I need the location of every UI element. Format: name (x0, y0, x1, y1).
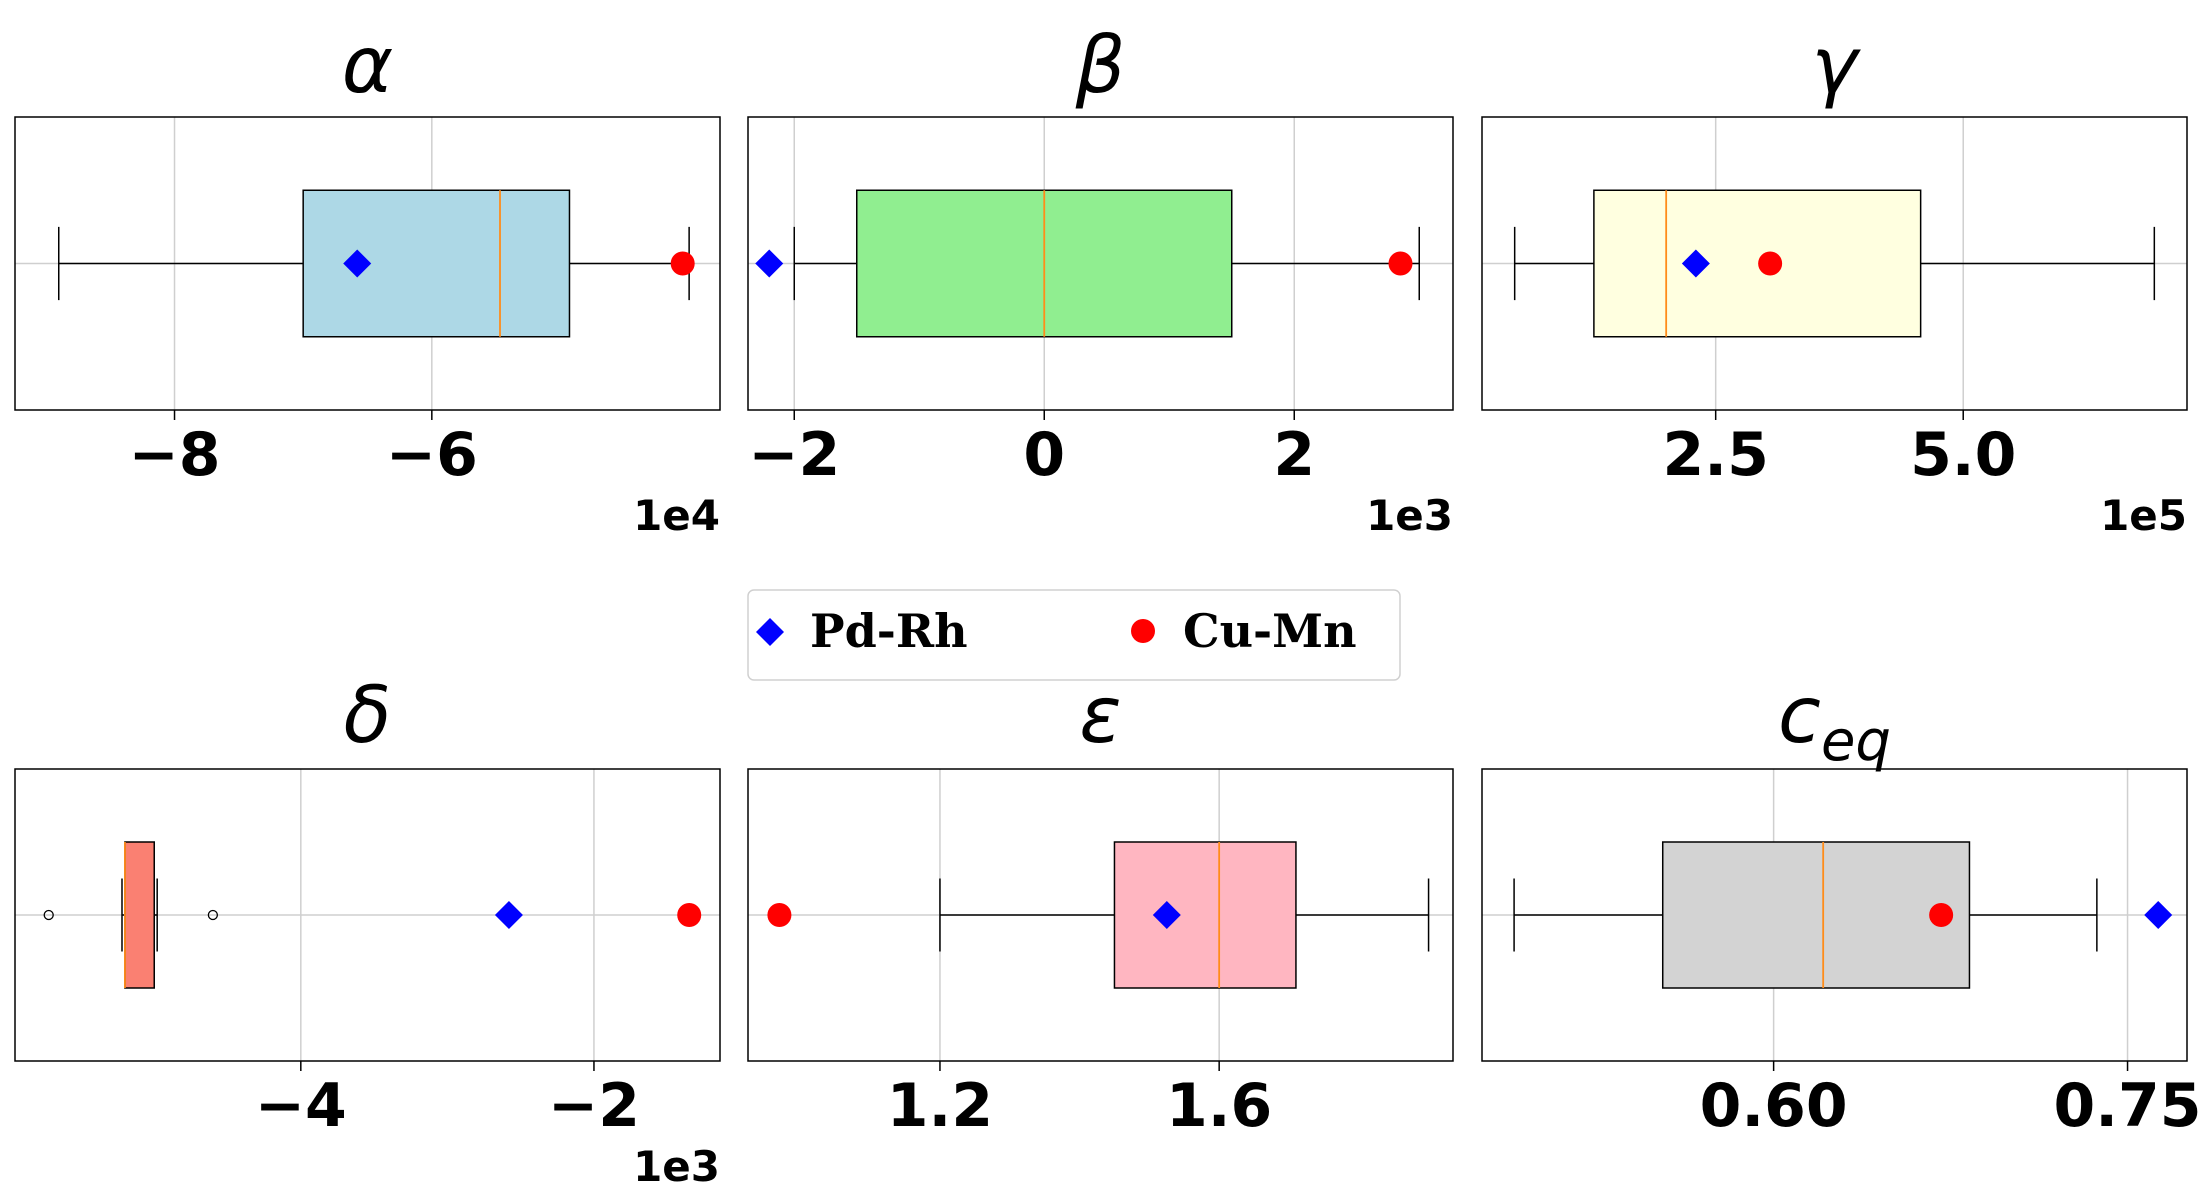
legend-cu-mn-marker (1131, 619, 1155, 643)
axes-frame (14, 116, 721, 411)
x-tick-label: 0.60 (1700, 1071, 1848, 1141)
pd-rh-marker (1681, 249, 1710, 278)
axes-frame (747, 768, 1454, 1062)
box (124, 841, 155, 989)
outlier-point (207, 909, 219, 921)
pd-rh-marker (755, 249, 784, 278)
box (1661, 841, 1971, 989)
axis-offset-text: 1e5 (2100, 491, 2187, 540)
x-tick-label: −2 (548, 1071, 640, 1141)
subplot-5: 1.2 1.6 ε (747, 671, 1454, 1141)
box (1113, 841, 1297, 989)
cu-mn-marker (1929, 903, 1954, 927)
axis-offset-text: 1e4 (633, 491, 720, 540)
subplot-title: ceq (1778, 671, 1891, 774)
subplot-title: β (1075, 21, 1126, 111)
x-tick-label: −8 (129, 420, 221, 490)
cu-mn-marker (1758, 251, 1783, 276)
cu-mn-marker (1388, 251, 1413, 276)
legend: Pd-Rh Cu-Mn (747, 589, 1401, 681)
box (302, 189, 571, 338)
axes-frame (1481, 768, 2188, 1062)
x-tick-label: 2 (1273, 420, 1315, 490)
subplot-2: −2 0 2 1e3 β (747, 21, 1454, 540)
cu-mn-marker (670, 251, 695, 276)
legend-pd-rh-marker (756, 618, 784, 646)
legend-frame (747, 589, 1401, 681)
subplot-title: δ (344, 671, 392, 761)
subplot-6: 0.60 0.75 ceq (1481, 671, 2200, 1141)
axis-offset-text: 1e3 (1366, 491, 1453, 540)
subplot-1: −8 −6 1e4 α (14, 21, 721, 540)
axes-frame (14, 768, 721, 1062)
pd-rh-marker (1152, 901, 1181, 929)
x-tick-label: 1.2 (887, 1071, 993, 1141)
cu-mn-marker (767, 903, 792, 927)
legend-pd-rh-label: Pd-Rh (810, 604, 968, 658)
pd-rh-marker (2144, 901, 2173, 929)
x-tick-label: −6 (386, 420, 478, 490)
x-tick-label: 5.0 (1910, 420, 2016, 490)
x-tick-label: −4 (255, 1071, 347, 1141)
x-tick-label: −2 (748, 420, 840, 490)
cu-mn-marker (677, 903, 702, 927)
axes-frame (1481, 116, 2188, 411)
subplot-3: 2.5 5.0 1e5 γ (1481, 21, 2188, 540)
pd-rh-marker (494, 901, 523, 929)
subplot-title: ε (1079, 671, 1121, 761)
subplot-title: α (342, 21, 393, 111)
outlier-point (43, 909, 54, 921)
x-tick-label: 1.6 (1166, 1071, 1272, 1141)
box (1593, 189, 1922, 338)
axes-frame (747, 116, 1454, 411)
x-tick-label: 2.5 (1663, 420, 1769, 490)
x-tick-label: 0.75 (2054, 1071, 2200, 1141)
pd-rh-marker (343, 249, 372, 278)
x-tick-label: 0 (1023, 420, 1065, 490)
subplot-title: γ (1811, 21, 1861, 111)
legend-cu-mn-label: Cu-Mn (1183, 604, 1357, 658)
axis-offset-text: 1e3 (633, 1142, 720, 1191)
